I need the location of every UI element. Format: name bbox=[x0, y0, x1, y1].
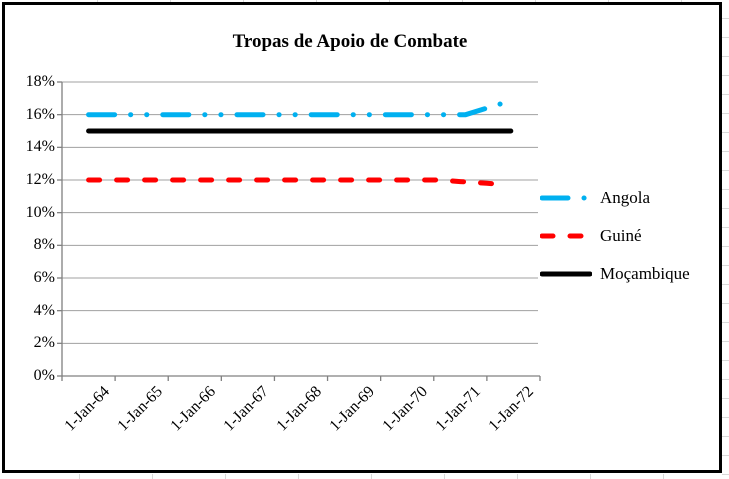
spreadsheet-gridlines-top bbox=[0, 0, 729, 2]
y-axis-label: 14% bbox=[25, 138, 55, 156]
legend-item-guiné[interactable]: Guiné bbox=[540, 224, 690, 248]
y-axis-label: 4% bbox=[33, 301, 55, 319]
chart-legend: Angola Guiné Moçambique bbox=[540, 186, 690, 286]
y-axis-label: 18% bbox=[25, 73, 55, 90]
spreadsheet-gridlines-bottom bbox=[0, 474, 729, 479]
series-angola[interactable] bbox=[86, 100, 506, 118]
y-axis-label: 16% bbox=[25, 105, 55, 123]
legend-marker bbox=[540, 271, 592, 277]
y-axis-label: 6% bbox=[33, 269, 55, 286]
y-axis-label: 2% bbox=[33, 334, 55, 352]
y-axis-label: 0% bbox=[33, 367, 55, 384]
chart-object[interactable] bbox=[2, 2, 722, 473]
legend-label: Guiné bbox=[600, 226, 642, 245]
legend-label: Angola bbox=[600, 188, 651, 207]
y-axis-label: 8% bbox=[33, 236, 55, 254]
legend-marker bbox=[540, 233, 592, 239]
legend-label: Moçambique bbox=[600, 264, 690, 283]
y-axis-label: 10% bbox=[25, 203, 55, 221]
legend-marker bbox=[540, 195, 592, 201]
legend-item-angola[interactable]: Angola bbox=[540, 186, 690, 210]
series-guiné[interactable] bbox=[86, 177, 511, 188]
spreadsheet-gridlines-right bbox=[722, 0, 729, 479]
y-axis-label: 12% bbox=[25, 171, 55, 188]
legend-item-moçambique[interactable]: Moçambique bbox=[540, 262, 690, 286]
chart-title: Tropas de Apoio de Combate bbox=[232, 31, 468, 52]
